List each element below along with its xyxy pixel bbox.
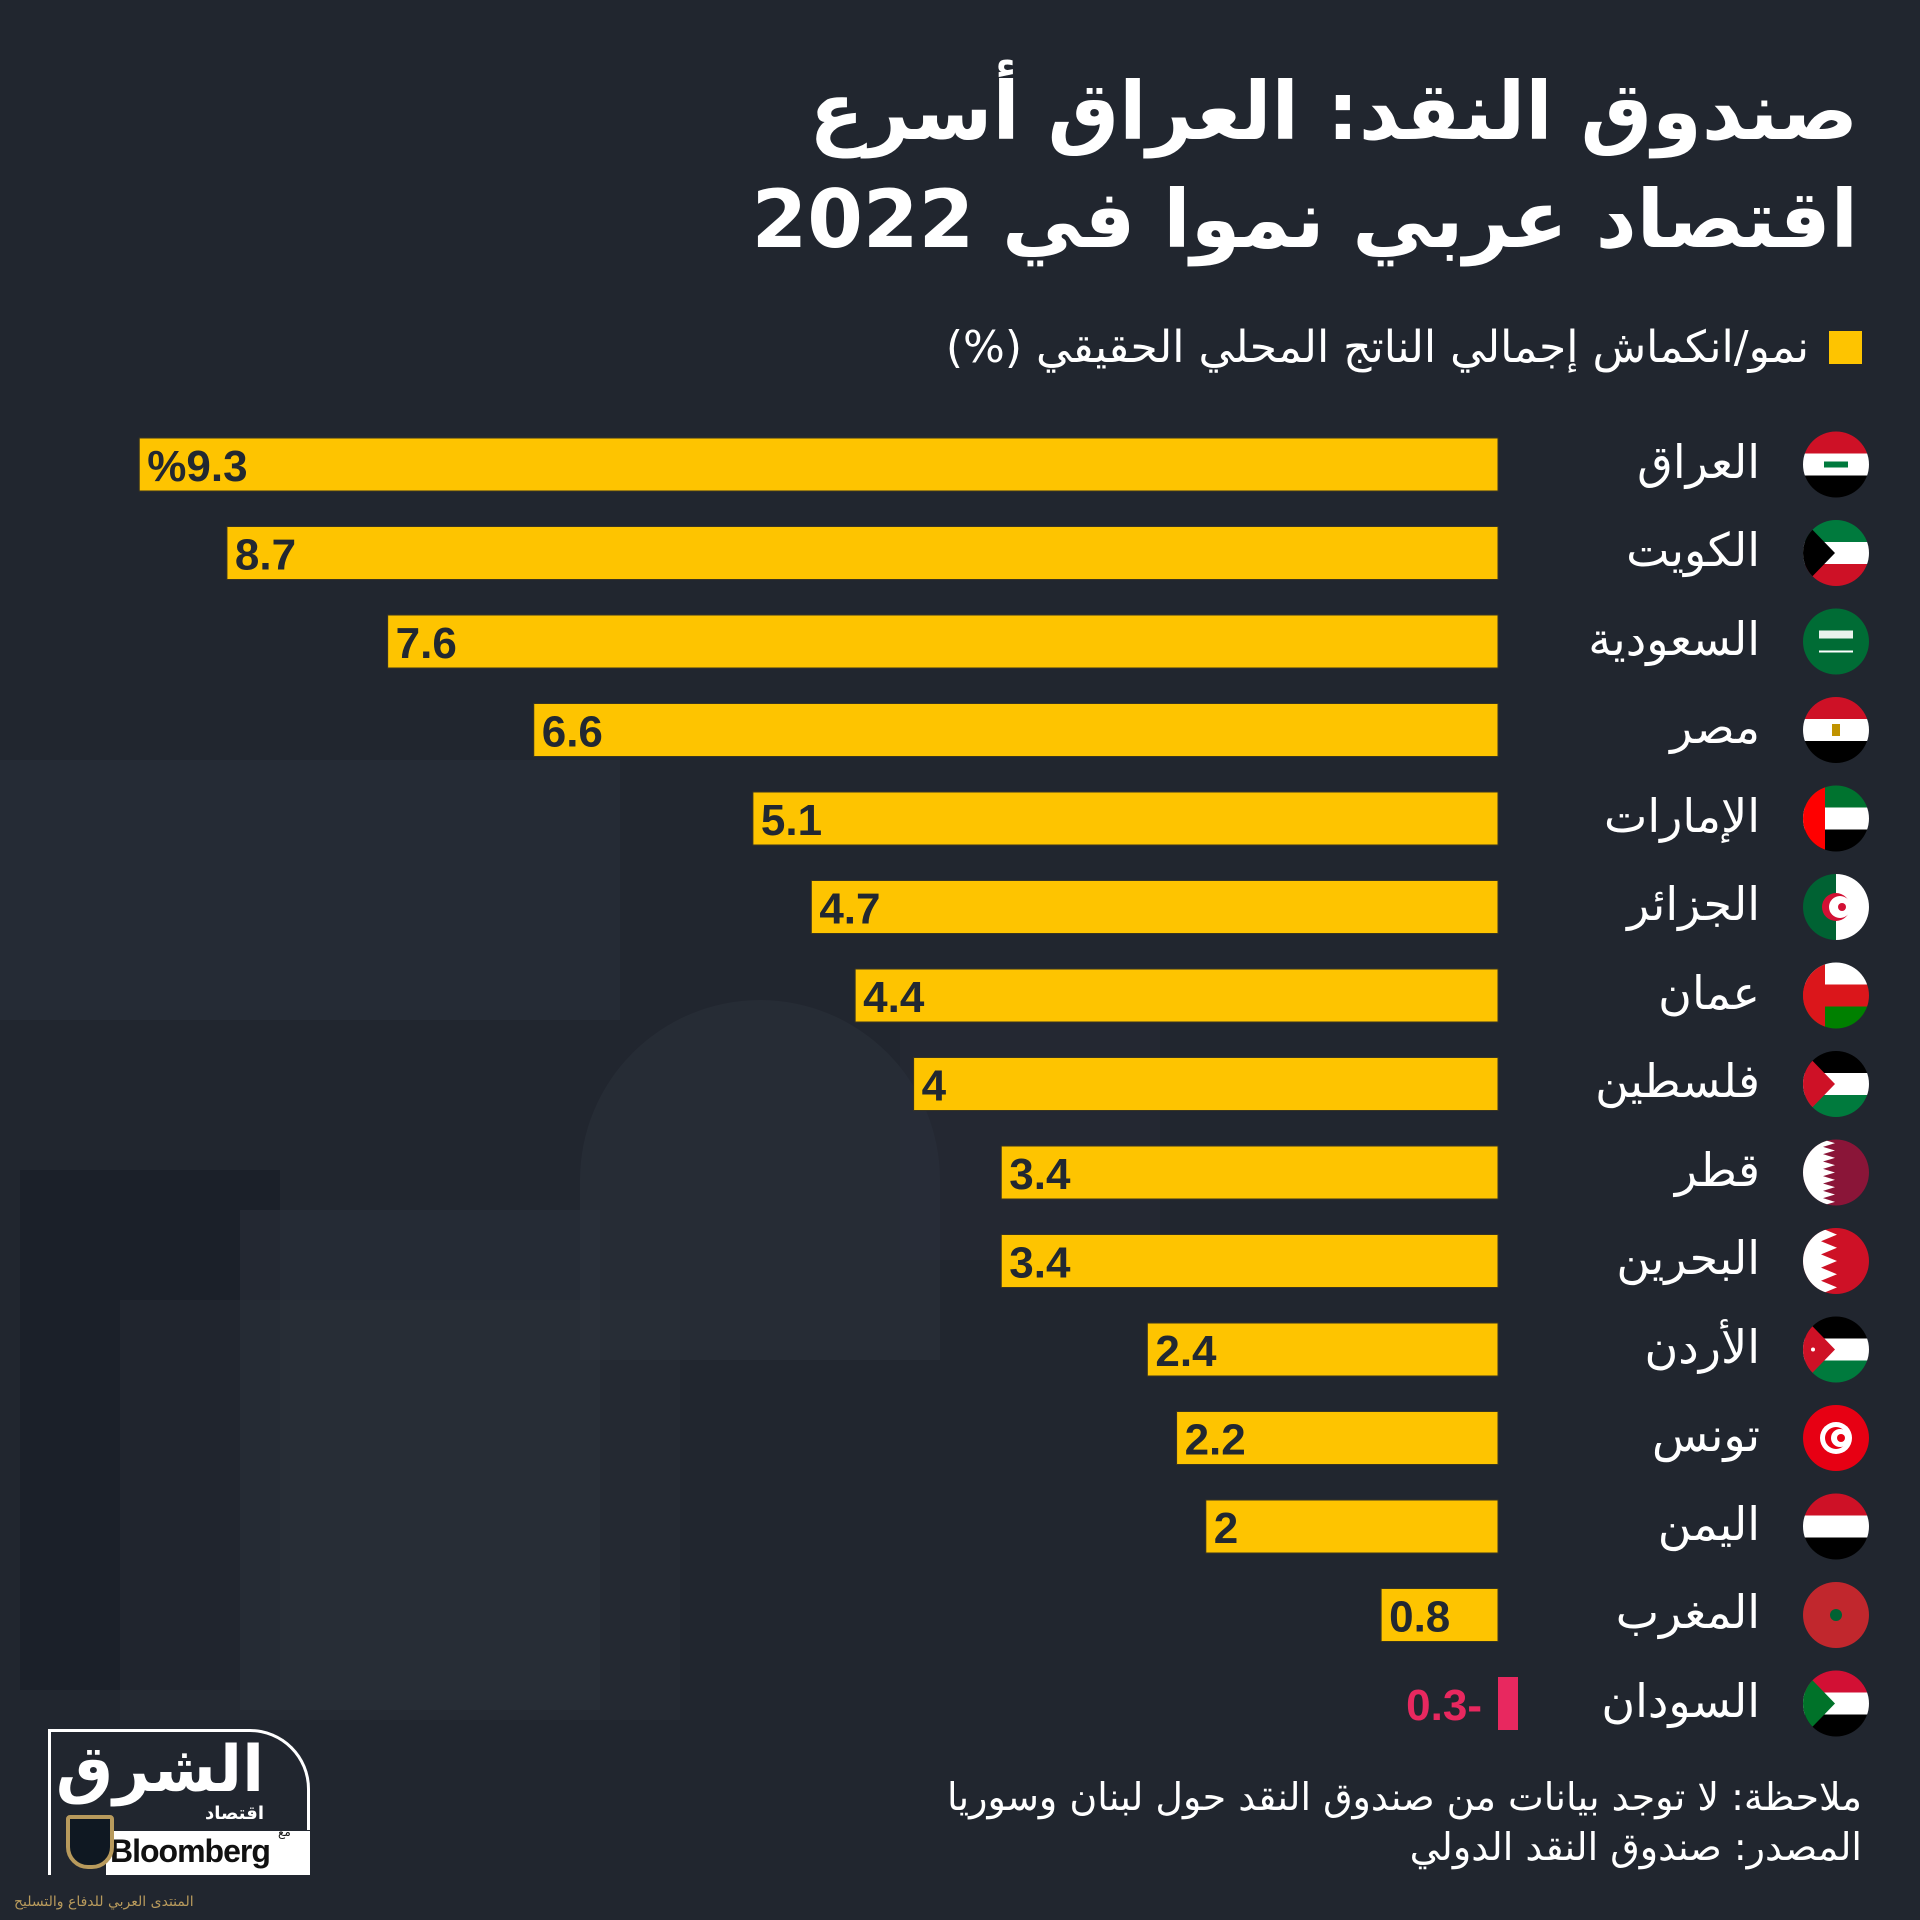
logo-partner: Bloomberg xyxy=(110,1833,271,1869)
bar-value-label: 2.4 xyxy=(1155,1327,1217,1376)
country-label: الأردن xyxy=(1644,1319,1761,1374)
asharq-bloomberg-logo: الشرق اقتصاد Bloomberg مع xyxy=(48,1729,310,1875)
legend: نمو/انكماش إجمالي الناتج المحلي الحقيقي … xyxy=(946,322,1862,373)
watermark-shield-icon xyxy=(66,1815,114,1869)
country-label: مصر xyxy=(1670,700,1760,754)
morocco-flag-icon xyxy=(1803,1582,1869,1648)
bar-7 xyxy=(913,1057,1499,1111)
yemen-flag-icon xyxy=(1803,1493,1869,1560)
bar-value-label: 8.7 xyxy=(235,531,296,580)
logo-band xyxy=(106,1831,310,1875)
country-label: اليمن xyxy=(1657,1496,1760,1551)
country-label: الجزائر xyxy=(1627,877,1760,931)
title-line-2: اقتصاد عربي نموا في 2022 xyxy=(751,173,1859,266)
bar-value-label: 2 xyxy=(1214,1504,1238,1553)
bar-14 xyxy=(1498,1677,1518,1730)
bar-value-label: 3.4 xyxy=(1009,1150,1071,1199)
country-label: السعودية xyxy=(1588,611,1760,666)
logo-with: مع xyxy=(278,1825,291,1839)
bar-value-label: %9.3 xyxy=(147,442,247,491)
footer-source: المصدر: صندوق النقد الدولي xyxy=(1409,1825,1862,1869)
bar-value-label: 0.3- xyxy=(1406,1681,1482,1730)
bar-value-label: 3.4 xyxy=(1009,1239,1071,1288)
logo-sub: اقتصاد xyxy=(204,1803,264,1824)
country-label: السودان xyxy=(1601,1673,1760,1728)
logo-brand: الشرق xyxy=(55,1733,264,1807)
footer: ملاحظة: لا توجد بيانات من صندوق النقد حو… xyxy=(947,1772,1862,1872)
bar-value-label: 4.4 xyxy=(863,973,925,1022)
chart-title: صندوق النقد: العراق أسرع اقتصاد عربي نمو… xyxy=(458,58,1859,274)
bar-1 xyxy=(226,526,1499,580)
country-label: المغرب xyxy=(1615,1585,1760,1639)
country-label: العراق xyxy=(1637,434,1760,489)
country-label: البحرين xyxy=(1616,1231,1760,1285)
country-label: فلسطين xyxy=(1595,1054,1760,1108)
country-label: عمان xyxy=(1658,965,1760,1020)
bar-value-label: 5.1 xyxy=(761,796,822,845)
bahrain-flag-icon xyxy=(1803,1228,1869,1294)
bar-13 xyxy=(1380,1588,1499,1642)
bar-10 xyxy=(1146,1322,1499,1377)
country-label: الإمارات xyxy=(1604,788,1760,843)
bar-12 xyxy=(1205,1499,1499,1554)
bar-9 xyxy=(1000,1234,1499,1288)
qatar-flag-icon xyxy=(1803,1139,1869,1206)
bar-3 xyxy=(533,703,1499,757)
bar-2 xyxy=(387,614,1499,669)
bar-value-label: 4 xyxy=(922,1062,947,1111)
sudan-flag-icon xyxy=(1803,1670,1869,1737)
country-label: تونس xyxy=(1651,1408,1760,1462)
bar-11 xyxy=(1176,1411,1499,1465)
jordan-flag-icon xyxy=(1803,1316,1869,1383)
country-label: الكويت xyxy=(1626,523,1760,577)
iraq-flag-icon xyxy=(1803,431,1869,498)
bar-value-label: 7.6 xyxy=(396,619,457,668)
oman-flag-icon xyxy=(1803,962,1869,1029)
bar-value-label: 6.6 xyxy=(542,708,603,757)
bar-8 xyxy=(1000,1145,1499,1200)
bar-5 xyxy=(810,880,1499,934)
title-line-1: صندوق النقد: العراق أسرع xyxy=(809,65,1859,158)
algeria-flag-icon xyxy=(1803,874,1869,940)
tunisia-flag-icon xyxy=(1803,1405,1869,1471)
bar-value-label: 2.2 xyxy=(1185,1416,1246,1465)
country-label: قطر xyxy=(1674,1142,1760,1197)
footer-note: ملاحظة: لا توجد بيانات من صندوق النقد حو… xyxy=(946,1775,1862,1819)
bar-value-label: 4.7 xyxy=(819,885,880,934)
uae-flag-icon xyxy=(1803,785,1869,852)
saudi-flag-icon xyxy=(1803,608,1869,675)
watermark-text: المنتدى العربي للدفاع والتسليح xyxy=(14,1894,194,1910)
legend-label: نمو/انكماش إجمالي الناتج المحلي الحقيقي … xyxy=(945,322,1809,373)
egypt-flag-icon xyxy=(1803,697,1869,763)
bar-4 xyxy=(752,791,1499,846)
bar-value-label: 0.8 xyxy=(1389,1593,1450,1642)
kuwait-flag-icon xyxy=(1803,520,1869,586)
bar-0 xyxy=(138,437,1499,492)
logo-frame xyxy=(48,1729,310,1830)
logo-frame-left xyxy=(48,1827,51,1875)
palestine-flag-icon xyxy=(1803,1051,1869,1117)
bar-6 xyxy=(854,968,1499,1023)
legend-swatch xyxy=(1829,331,1862,364)
